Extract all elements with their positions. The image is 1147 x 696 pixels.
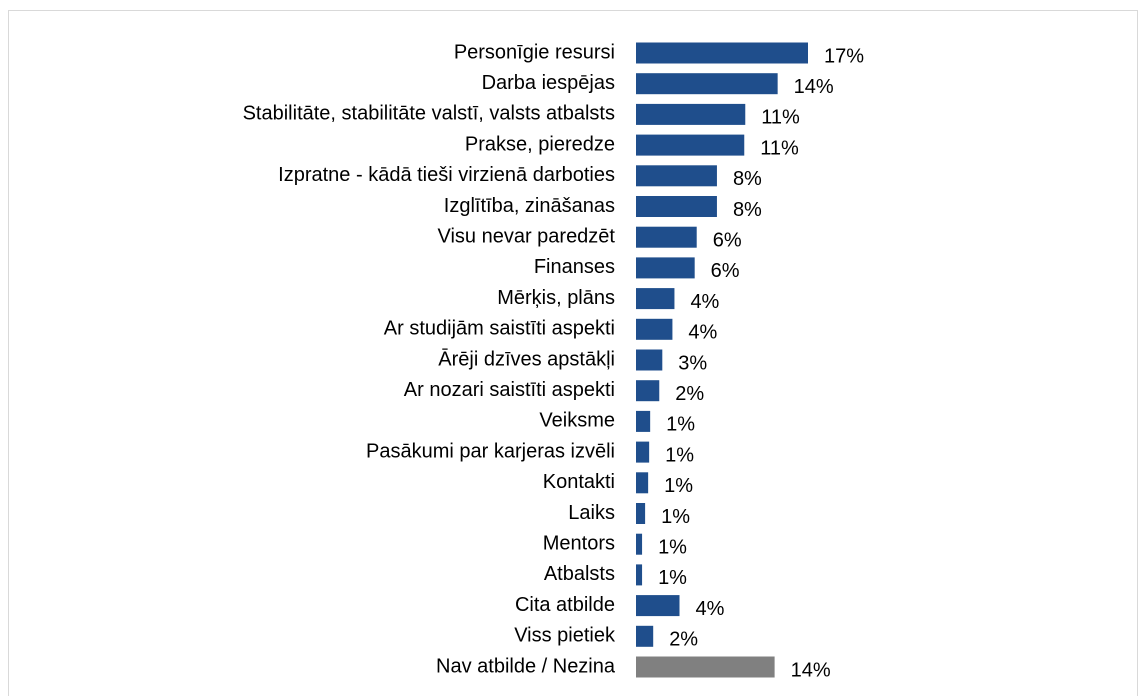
category-label: Ar nozari saistīti aspekti bbox=[404, 379, 615, 401]
value-label: 1% bbox=[658, 567, 687, 589]
value-label: 17% bbox=[824, 45, 864, 67]
bar bbox=[636, 288, 675, 310]
value-label: 14% bbox=[791, 659, 831, 681]
value-label: 11% bbox=[760, 137, 799, 159]
category-label: Finanses bbox=[534, 256, 615, 278]
category-label: Cita atbilde bbox=[515, 594, 615, 616]
value-label: 1% bbox=[664, 475, 693, 497]
bar bbox=[636, 380, 660, 402]
value-label: 2% bbox=[669, 629, 698, 651]
category-label: Pasākumi par karjeras izvēli bbox=[366, 440, 615, 462]
bar bbox=[636, 533, 643, 555]
category-label: Kontakti bbox=[543, 471, 615, 493]
value-label: 4% bbox=[690, 291, 719, 313]
category-label: Nav atbilde / Nezina bbox=[436, 655, 616, 677]
bar bbox=[636, 318, 673, 340]
value-label: 4% bbox=[688, 322, 717, 344]
value-label: 6% bbox=[711, 260, 740, 282]
bar bbox=[636, 564, 643, 586]
category-label: Prakse, pieredze bbox=[465, 133, 615, 155]
value-label: 1% bbox=[665, 444, 694, 466]
category-label: Laiks bbox=[568, 502, 615, 524]
bar bbox=[636, 257, 695, 279]
value-label: 6% bbox=[713, 229, 742, 251]
category-label: Personīgie resursi bbox=[454, 41, 615, 63]
chart-frame bbox=[8, 10, 1138, 696]
value-label: 1% bbox=[666, 414, 695, 436]
bar bbox=[636, 134, 745, 156]
bar bbox=[636, 42, 808, 64]
category-label: Visu nevar paredzēt bbox=[437, 225, 615, 247]
category-label: Izpratne - kādā tieši virzienā darboties bbox=[278, 164, 615, 186]
category-label: Viss pietiek bbox=[514, 625, 616, 647]
category-label: Mentors bbox=[543, 532, 615, 554]
category-label: Ar studijām saistīti aspekti bbox=[384, 318, 615, 340]
bar bbox=[636, 196, 717, 217]
bar bbox=[636, 503, 646, 524]
value-label: 11% bbox=[761, 107, 800, 129]
value-label: 14% bbox=[794, 76, 834, 98]
bar bbox=[636, 73, 778, 95]
value-label: 8% bbox=[733, 168, 762, 190]
bar bbox=[636, 441, 650, 463]
bar bbox=[636, 349, 663, 371]
bar bbox=[636, 410, 651, 432]
category-label: Stabilitāte, stabilitāte valstī, valsts … bbox=[243, 103, 615, 125]
bar bbox=[636, 226, 697, 248]
bar bbox=[636, 625, 654, 647]
category-label: Ārēji dzīves apstākļi bbox=[438, 347, 615, 370]
value-label: 8% bbox=[733, 199, 762, 221]
category-label: Izglītība, zināšanas bbox=[444, 195, 615, 217]
bar bbox=[636, 595, 680, 617]
category-label: Atbalsts bbox=[544, 563, 615, 585]
bar bbox=[636, 472, 649, 494]
value-label: 3% bbox=[678, 352, 707, 374]
value-label: 2% bbox=[675, 383, 704, 405]
value-label: 4% bbox=[696, 598, 725, 620]
category-label: Mērķis, plāns bbox=[497, 287, 615, 309]
category-label: Darba iespējas bbox=[482, 72, 615, 94]
value-label: 1% bbox=[661, 506, 690, 528]
category-label: Veiksme bbox=[539, 410, 615, 432]
bar bbox=[636, 656, 775, 678]
bar bbox=[636, 165, 717, 187]
value-label: 1% bbox=[658, 536, 687, 558]
bar bbox=[636, 103, 746, 125]
